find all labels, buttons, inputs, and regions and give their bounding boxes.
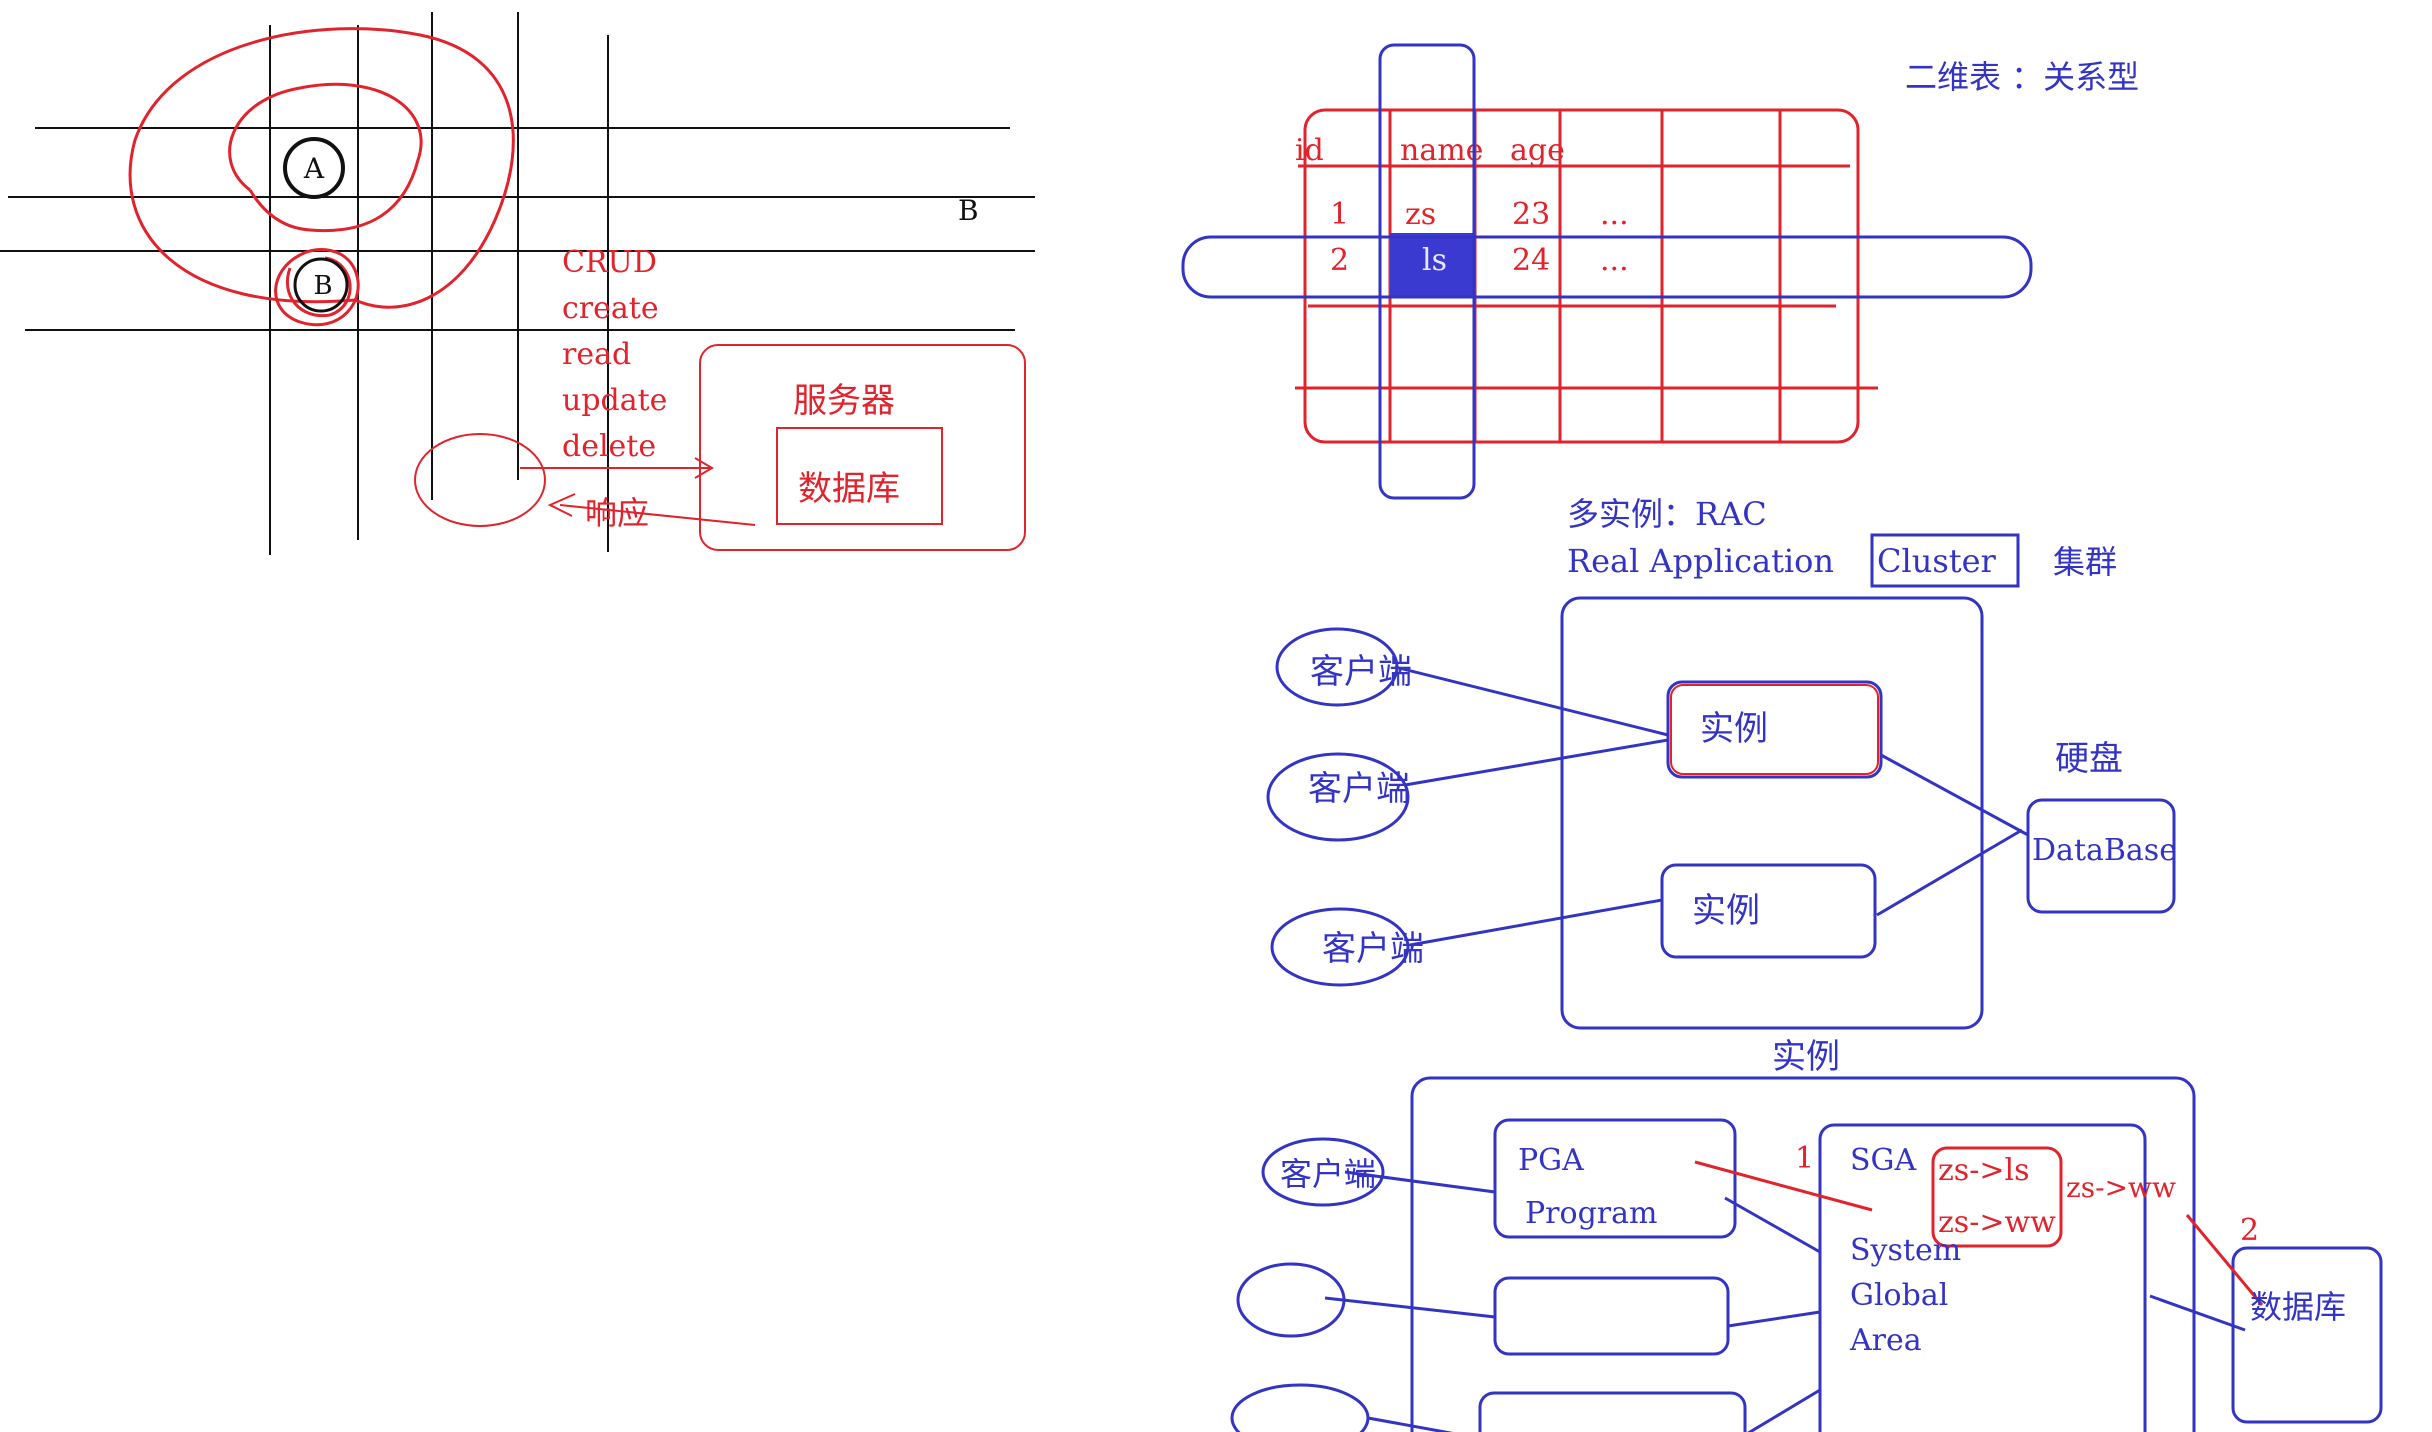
pga-box-2 — [1493, 1276, 1730, 1356]
crud-line-2: read — [562, 337, 631, 372]
highlight-cell — [1390, 233, 1475, 298]
change-2-label: zs->ww — [1938, 1205, 2056, 1240]
cluster-label: Cluster — [1877, 542, 1997, 580]
rac-instance-1 — [1660, 863, 1877, 959]
instance-client-1 — [1236, 1262, 1346, 1338]
crud-line-4: delete — [562, 429, 656, 464]
cluster-box — [1870, 533, 2020, 588]
step-2-label: 2 — [2240, 1213, 2259, 1248]
change-out-label: zs->ww — [2066, 1171, 2176, 1204]
rac-title: 多实例：RAC — [1567, 495, 1767, 533]
sga-line-2: Global — [1850, 1278, 1948, 1313]
cluster-frame — [1560, 596, 1984, 1030]
header-age: age — [1510, 133, 1565, 168]
server-box: 服务器 数据库 — [699, 344, 1026, 551]
sga-changes — [1694, 1146, 2264, 1306]
rac-subtitle: Real Application — [1567, 542, 1834, 580]
instance-frame — [1410, 1076, 2196, 1432]
cell-r0-c0: 1 — [1330, 197, 1349, 232]
sga-label: SGA — [1850, 1143, 1917, 1178]
rac-database-box — [2026, 798, 2176, 914]
rac-diagram — [1266, 596, 2176, 1030]
step-1-label: 1 — [1795, 1141, 1814, 1176]
cluster-cn-label: 集群 — [2053, 543, 2117, 581]
rac-client-label-0: 客户端 — [1310, 652, 1412, 692]
database-box — [776, 427, 943, 525]
red-scribble — [128, 27, 515, 327]
instance-client-0 — [1261, 1137, 1385, 1207]
server-label: 服务器 — [793, 381, 895, 421]
rac-client-label-1: 客户端 — [1308, 769, 1410, 809]
instance-client-label: 客户端 — [1280, 1155, 1376, 1193]
circle-a-node: A — [283, 137, 345, 199]
change-box — [1931, 1146, 2063, 1248]
column-highlight — [1378, 43, 1476, 500]
pga-box-3 — [1478, 1391, 1747, 1432]
database-label: 数据库 — [798, 469, 900, 509]
relational-table: id name age 1 zs 23 ... 2 ls 24 ... — [1181, 43, 2033, 500]
circle-a-label: A — [303, 152, 325, 185]
crud-line-1: create — [562, 291, 659, 326]
pga-box — [1493, 1118, 1737, 1239]
row-highlight — [1181, 235, 2033, 299]
cell-r1-c2: 24 — [1512, 243, 1550, 278]
cell-r0-c1: zs — [1405, 197, 1436, 232]
response-label: 响应 — [585, 494, 649, 532]
instance-database-box — [2231, 1246, 2383, 1424]
header-id: id — [1295, 133, 1324, 168]
instance-title: 实例 — [1772, 1037, 1840, 1077]
instance-client-2 — [1230, 1383, 1370, 1432]
cell-r1-c1: ls — [1422, 243, 1447, 278]
instance-diagram — [1230, 1076, 2383, 1432]
sga-box — [1818, 1123, 2147, 1432]
rac-instance-0 — [1666, 680, 1883, 779]
cell-r0-c2: 23 — [1512, 197, 1550, 232]
instance-0-outline — [1670, 684, 1879, 775]
crud-line-3: update — [562, 383, 667, 418]
sga-line-1: System — [1850, 1233, 1961, 1268]
cell-r1-c3: ... — [1600, 243, 1629, 278]
client-request-flow — [414, 433, 756, 527]
cell-r1-c0: 2 — [1330, 243, 1349, 278]
header-name: name — [1400, 133, 1483, 168]
rac-instance-label-1: 实例 — [1692, 891, 1760, 931]
instance-database-label: 数据库 — [2250, 1288, 2346, 1326]
rac-instance-label-0: 实例 — [1700, 709, 1768, 749]
cell-r0-c3: ... — [1600, 197, 1629, 232]
change-1-label: zs->ls — [1938, 1153, 2029, 1188]
disk-label: 硬盘 — [2055, 739, 2123, 779]
crud-line-0: CRUD — [562, 245, 657, 280]
right-b-label: B — [958, 194, 979, 227]
rac-client-2 — [1270, 907, 1410, 987]
pga-label: PGA — [1518, 1143, 1584, 1178]
table-caption: 二维表 ：关系型 — [1905, 58, 2139, 96]
rac-database-label: DataBase — [2032, 833, 2177, 868]
client-ellipse — [414, 433, 546, 527]
pga-sub-label: Program — [1525, 1196, 1657, 1231]
rac-client-1 — [1266, 752, 1410, 842]
circle-b-label: B — [313, 271, 332, 301]
crud-list: CRUD create read update delete — [562, 245, 667, 464]
rac-client-label-2: 客户端 — [1322, 929, 1424, 969]
circle-b-node: B — [293, 257, 349, 313]
sga-line-3: Area — [1849, 1323, 1922, 1358]
